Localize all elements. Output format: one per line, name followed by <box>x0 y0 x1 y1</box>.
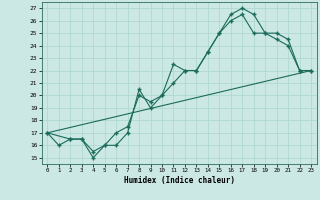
X-axis label: Humidex (Indice chaleur): Humidex (Indice chaleur) <box>124 176 235 185</box>
